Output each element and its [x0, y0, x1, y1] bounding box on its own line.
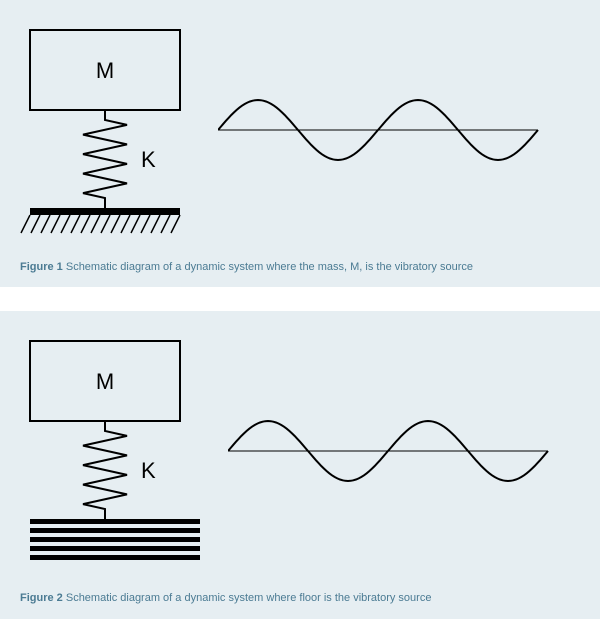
spring: [83, 421, 127, 519]
mass-label: M: [96, 58, 114, 83]
figure-caption-bold: Figure 1: [20, 261, 63, 273]
diagram-row: MK: [20, 331, 580, 571]
base: [30, 519, 200, 560]
figure-caption: Figure 2 Schematic diagram of a dynamic …: [20, 591, 580, 606]
base: [21, 208, 180, 233]
schematic-diagram: MK: [20, 331, 210, 571]
figure-caption-text: Schematic diagram of a dynamic system wh…: [63, 261, 473, 273]
figure-caption: Figure 1 Schematic diagram of a dynamic …: [20, 260, 580, 275]
diagram-row: MK: [20, 20, 580, 240]
wave-plot: [228, 411, 580, 491]
spring-label: K: [141, 147, 156, 172]
figure-caption-text: Schematic diagram of a dynamic system wh…: [63, 592, 432, 604]
spring-label: K: [141, 458, 156, 483]
schematic-diagram: MK: [20, 20, 200, 240]
spring: [83, 110, 127, 208]
wave-plot: [218, 90, 580, 170]
figure-panel-1: MKFigure 1 Schematic diagram of a dynami…: [0, 0, 600, 287]
mass-label: M: [96, 369, 114, 394]
figure-panel-2: MKFigure 2 Schematic diagram of a dynami…: [0, 311, 600, 618]
figure-caption-bold: Figure 2: [20, 592, 63, 604]
